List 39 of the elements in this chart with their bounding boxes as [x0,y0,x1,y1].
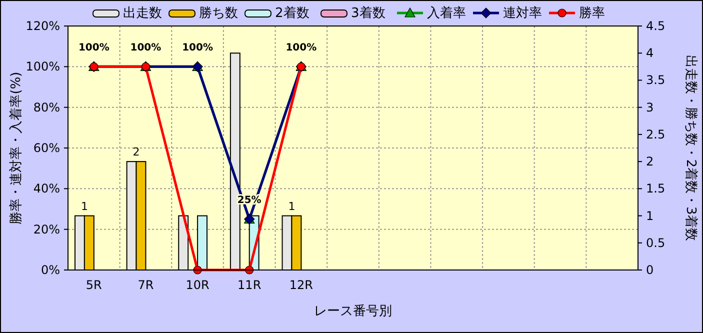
y2-tick-label: 0.5 [646,236,666,250]
legend-label: 2着数 [275,5,310,21]
y-tick-label: 40% [33,182,60,196]
data-label: 100% [78,42,110,54]
y2-tick-label: 2.5 [646,127,666,142]
y2-tick-label: 2 [646,154,654,169]
y2-tick-label: 4 [646,46,654,60]
data-label: 100% [182,42,213,54]
y2-tick-label: 3 [646,100,654,114]
legend-label: 入着率 [427,5,466,21]
legend-label: 出走数 [123,6,162,21]
data-label: 1 [288,200,296,213]
legend-label: 勝ち数 [199,6,238,21]
y2-tick-label: 4.5 [646,19,666,33]
x-tick-label: 12R [289,278,313,292]
x-tick-label: 5R [86,278,102,292]
x-tick-label: 10R [186,278,210,292]
y2-tick-label: 1 [646,208,654,223]
y-tick-label: 120% [26,19,60,33]
data-label: 2 [132,146,140,159]
data-label: 100% [286,42,317,54]
legend-label: 連対率 [503,5,542,21]
y-tick-label: 20% [33,222,60,236]
y2-tick-label: 3.5 [646,73,666,88]
data-label: 1 [80,200,88,213]
y-axis-title: 勝率・連対率・入着率(%) [8,72,24,224]
y-tick-label: 80% [33,100,60,114]
y-tick-label: 0% [40,263,60,277]
x-axis-title: レース番号別 [314,304,392,319]
y2-axis-title: 出走数・勝ち数・2着数・3着数 [683,55,699,241]
x-tick-label: 11R [238,278,262,292]
y-tick-label: 100% [26,60,60,74]
y-tick-label: 60% [33,141,60,155]
y2-tick-label: 1.5 [646,182,666,196]
data-label: 100% [130,42,162,54]
x-tick-label: 7R [138,278,154,292]
legend-label: 3着数 [351,5,386,21]
legend-label: 勝率 [579,5,605,21]
y2-tick-label: 0 [646,263,654,277]
